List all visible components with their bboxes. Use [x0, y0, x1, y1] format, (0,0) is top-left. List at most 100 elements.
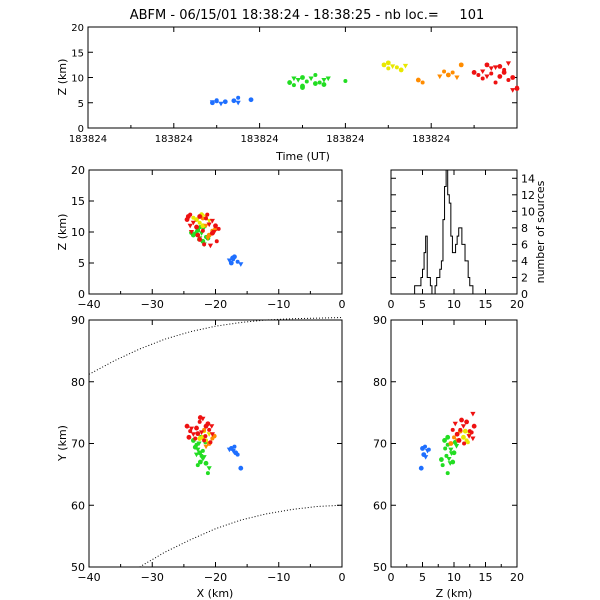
data-point	[295, 78, 301, 83]
data-point	[192, 444, 198, 450]
data-point	[402, 63, 409, 69]
data-point	[238, 262, 244, 267]
data-point	[235, 452, 240, 457]
data-point	[197, 419, 202, 424]
range-arc	[88, 317, 343, 375]
histogram-bar	[456, 244, 458, 294]
histogram-bar	[424, 253, 426, 294]
y-axis-label: Y (km)	[56, 425, 69, 462]
y-tick-label: 14	[521, 172, 535, 185]
data-point	[194, 224, 199, 230]
data-point	[444, 453, 449, 458]
data-point	[462, 428, 468, 434]
y-tick-label: 12	[521, 189, 535, 202]
panel-altitude-vs-y: 0 5 10 15 20 50 60 70 80 90 Z (km)	[373, 314, 524, 600]
x-tick-label: 0	[388, 571, 395, 584]
data-point	[198, 430, 205, 435]
histogram-bar	[423, 269, 425, 294]
data-point	[480, 69, 486, 75]
data-point	[440, 463, 445, 468]
x-axis-label: Z (km)	[436, 587, 473, 600]
data-point	[321, 82, 327, 87]
y-tick-label: 60	[373, 499, 387, 512]
data-point	[185, 214, 191, 219]
y-tick-label: 2	[521, 271, 528, 284]
y-tick-label: 60	[71, 499, 85, 512]
y-tick-label: 90	[373, 314, 387, 327]
data-point	[184, 423, 190, 429]
data-point	[222, 99, 228, 105]
x-axis-label: X (km)	[197, 587, 234, 600]
data-point	[208, 440, 213, 445]
histogram-bar	[437, 277, 439, 294]
data-point	[437, 74, 443, 80]
data-point	[197, 214, 203, 219]
data-point	[497, 74, 503, 79]
data-point	[493, 80, 498, 85]
histogram-bar	[462, 244, 464, 294]
histogram-bar	[426, 236, 428, 294]
data-point	[197, 237, 203, 242]
histogram-bar	[429, 277, 431, 294]
y-tick-label: 6	[521, 238, 528, 251]
histogram-bar	[452, 253, 454, 294]
y-tick-label: 5	[78, 99, 84, 110]
data-point	[452, 435, 456, 440]
data-point	[206, 222, 212, 228]
data-point	[300, 75, 305, 80]
x-tick-label: 5	[419, 298, 426, 311]
histogram-bar	[463, 244, 465, 294]
y-tick-label: 10	[521, 205, 535, 218]
histogram-bar	[427, 277, 429, 294]
data-point	[202, 438, 207, 443]
data-point	[291, 83, 296, 88]
histogram-bar	[445, 187, 447, 294]
data-point	[386, 66, 391, 71]
data-point	[445, 434, 451, 440]
data-point	[450, 70, 455, 75]
data-point	[505, 61, 512, 66]
data-point	[321, 78, 327, 83]
data-point	[308, 76, 314, 82]
data-point	[448, 451, 455, 456]
data-point	[196, 441, 202, 447]
data-point	[186, 434, 192, 440]
data-point	[207, 427, 212, 432]
data-point	[226, 447, 233, 453]
data-point	[458, 427, 463, 432]
histogram-bar	[467, 261, 469, 294]
x-tick-label: −10	[267, 298, 290, 311]
data-point	[448, 447, 454, 453]
data-point	[209, 432, 215, 437]
x-tick-label: 20	[510, 298, 524, 311]
data-point	[235, 100, 241, 106]
y-tick-label: 90	[71, 314, 85, 327]
figure-title: ABFM - 06/15/01 18:38:24 - 18:38:25 - nb…	[130, 8, 485, 23]
data-point	[456, 438, 462, 443]
y-tick-label: 20	[71, 164, 85, 177]
y-axis-label: Z (km)	[56, 59, 69, 96]
data-point	[501, 70, 507, 75]
data-point	[343, 79, 348, 84]
histogram-bar	[470, 286, 472, 294]
data-point	[187, 223, 193, 229]
data-point	[313, 72, 318, 77]
data-point	[230, 255, 235, 261]
data-point	[426, 447, 431, 452]
data-point	[211, 230, 217, 235]
data-point	[459, 417, 464, 423]
x-tick-label: 0	[388, 298, 395, 311]
histogram-bar	[430, 286, 432, 294]
data-point	[439, 457, 444, 462]
histogram-bar	[446, 170, 448, 294]
data-point	[445, 471, 450, 476]
data-point	[445, 72, 451, 78]
y-tick-label: 4	[521, 255, 528, 268]
data-point	[200, 448, 205, 453]
y-axis-label: number of sources	[534, 180, 547, 283]
data-point	[230, 448, 236, 454]
data-point	[446, 456, 452, 462]
data-point	[197, 436, 203, 441]
data-point	[231, 98, 237, 104]
